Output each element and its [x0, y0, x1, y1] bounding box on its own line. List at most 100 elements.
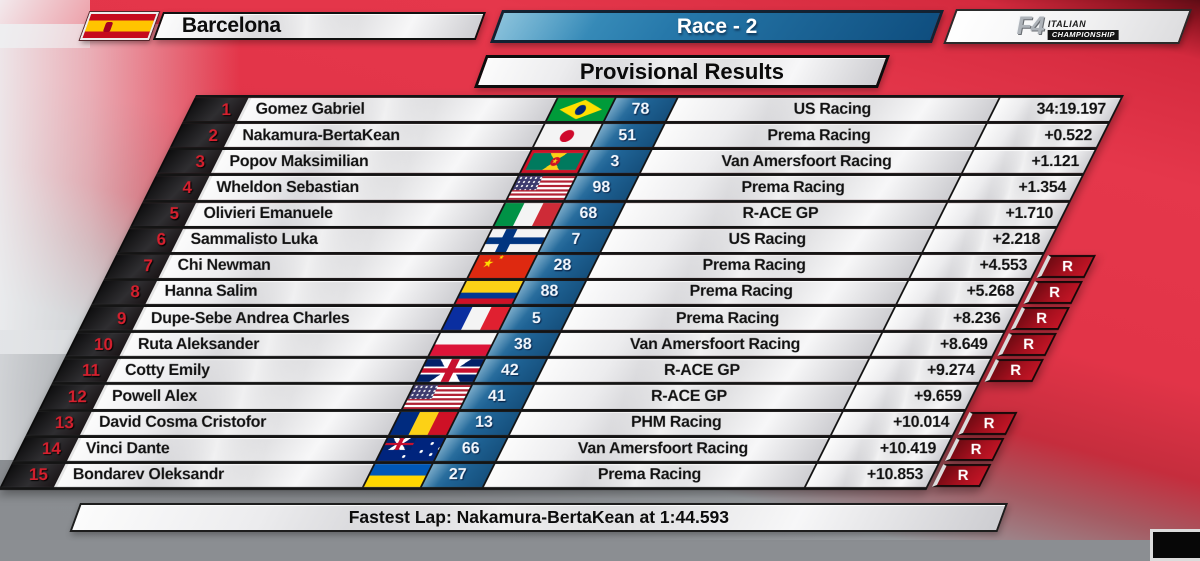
- time-gap: +8.236: [953, 309, 1002, 327]
- team-name-cell: Prema Racing: [586, 254, 921, 278]
- rookie-badge: R: [1036, 254, 1097, 278]
- driver-name: David Cosma Cristofor: [98, 414, 267, 432]
- team-name-cell: R-ACE GP: [534, 359, 868, 383]
- result-row: 11 Cotty Emily 42 R-ACE GP +9.274 R: [52, 356, 1044, 383]
- driver-name: Dupe-Sebe Andrea Charles: [151, 309, 350, 327]
- driver-name: Nakamura-BertaKean: [242, 126, 400, 144]
- car-number: 68: [579, 205, 598, 223]
- country-flag-cell: [414, 359, 484, 383]
- series-name-line2: CHAMPIONSHIP: [1047, 30, 1119, 40]
- country-flag-icon: [390, 411, 458, 435]
- driver-name-cell: Hanna Salim: [145, 280, 466, 304]
- time-gap: +2.218: [992, 231, 1041, 249]
- rookie-letter: R: [1061, 257, 1073, 275]
- position-number: 4: [182, 177, 192, 197]
- team-name: R-ACE GP: [651, 387, 727, 405]
- result-row: 8 Hanna Salim 88 Prema Racing +5.268 R: [91, 277, 1084, 304]
- car-number: 38: [514, 335, 533, 353]
- car-number: 41: [488, 387, 506, 405]
- team-name-cell: US Racing: [664, 98, 999, 122]
- team-name: Van Amersfoort Racing: [721, 152, 892, 170]
- rookie-badge: R: [958, 411, 1018, 435]
- country-flag-icon: [377, 437, 445, 461]
- country-flag-cell: [362, 463, 432, 487]
- team-name-cell: R-ACE GP: [612, 202, 947, 226]
- position-number: 3: [195, 151, 205, 171]
- rookie-letter: R: [1009, 362, 1021, 380]
- position-number: 1: [221, 99, 231, 119]
- provisional-results-bar: Provisional Results: [473, 55, 890, 88]
- driver-name: Vinci Dante: [85, 440, 170, 458]
- team-name: R-ACE GP: [742, 205, 819, 223]
- driver-name-cell: David Cosma Cristofor: [80, 411, 400, 435]
- team-name-cell: Van Amersfoort Racing: [495, 437, 829, 461]
- time-gap-cell: +2.218: [921, 228, 1058, 252]
- car-number: 98: [592, 178, 611, 196]
- time-gap-cell: +8.236: [882, 307, 1018, 331]
- time-gap: +10.853: [866, 466, 923, 484]
- position-number: 8: [129, 282, 140, 302]
- spain-flag-icon: [82, 14, 157, 38]
- rookie-badge: R: [945, 437, 1005, 461]
- time-gap: +9.659: [914, 387, 962, 405]
- driver-name: Ruta Aleksander: [138, 335, 260, 353]
- driver-name-cell: Gomez Gabriel: [236, 98, 557, 122]
- event-location-label: Barcelona: [181, 14, 281, 37]
- results-table: 1 Gomez Gabriel 78 US Racing 34:19.197 2…: [0, 95, 1178, 490]
- result-row: 7 Chi Newman 28 Prema Racing +4.553 R: [104, 251, 1097, 278]
- time-gap: +1.121: [1031, 152, 1080, 170]
- time-gap-cell: +4.553: [908, 254, 1045, 278]
- position-number: 6: [155, 230, 166, 250]
- event-location-bar: Barcelona: [152, 12, 486, 40]
- f4-logo-text: F4: [1016, 12, 1044, 40]
- position-number: 11: [82, 360, 101, 380]
- car-number: 78: [631, 100, 650, 118]
- team-name: R-ACE GP: [664, 361, 740, 379]
- time-gap: +4.553: [979, 257, 1028, 275]
- time-gap-cell: +1.354: [947, 176, 1084, 200]
- team-name: Van Amersfoort Racing: [577, 440, 748, 458]
- position-number: 15: [28, 465, 48, 485]
- result-row: 1 Gomez Gabriel 78 US Racing 34:19.197: [182, 95, 1124, 122]
- time-gap-cell: 34:19.197: [986, 98, 1123, 122]
- country-flag-cell: [544, 98, 615, 122]
- car-number: 42: [501, 361, 519, 379]
- country-flag-icon: [455, 280, 524, 304]
- team-name-cell: Prema Racing: [560, 307, 894, 331]
- position-number: 5: [168, 204, 179, 224]
- country-flag-cell: [518, 150, 589, 174]
- car-number: 5: [531, 309, 541, 327]
- country-flag-icon: [507, 176, 576, 200]
- time-gap: +10.014: [892, 414, 949, 432]
- team-name-cell: R-ACE GP: [521, 385, 855, 409]
- rookie-badge: R: [984, 359, 1044, 383]
- team-name: Prema Racing: [689, 283, 793, 301]
- driver-name-cell: Powell Alex: [93, 385, 413, 409]
- car-number: 88: [540, 283, 559, 301]
- country-flag-icon: [494, 202, 563, 226]
- result-row: 2 Nakamura-BertaKean 51 Prema Racing +0.…: [169, 121, 1111, 148]
- rookie-letter: R: [1048, 283, 1060, 301]
- result-row: 14 Vinci Dante 66 Van Amersfoort Racing …: [13, 434, 1005, 461]
- result-row: 13 David Cosma Cristofor 13 PHM Racing +…: [26, 408, 1018, 435]
- time-gap-cell: +5.268: [895, 280, 1032, 304]
- country-flag-icon: [442, 307, 510, 331]
- driver-name: Wheldon Sebastian: [216, 178, 360, 196]
- country-flag-icon: [468, 254, 537, 278]
- time-gap: +9.274: [927, 361, 976, 379]
- car-number: 27: [448, 466, 467, 484]
- time-gap: +1.354: [1018, 178, 1067, 196]
- car-number: 3: [610, 152, 620, 170]
- position-number: 7: [142, 256, 153, 276]
- team-name-cell: Prema Racing: [482, 463, 816, 487]
- result-row: 15 Bondarev Oleksandr 27 Prema Racing +1…: [0, 460, 992, 490]
- driver-name: Cotty Emily: [125, 361, 210, 379]
- result-row: 9 Dupe-Sebe Andrea Charles 5 Prema Racin…: [78, 304, 1070, 331]
- time-gap: +1.710: [1005, 205, 1054, 223]
- car-number: 66: [461, 440, 480, 458]
- team-name-cell: Prema Racing: [573, 280, 908, 304]
- rookie-badge: R: [1023, 280, 1084, 304]
- team-name: Prema Racing: [741, 178, 846, 196]
- provisional-results-label: Provisional Results: [579, 58, 785, 84]
- time-gap-cell: +8.649: [869, 333, 1005, 357]
